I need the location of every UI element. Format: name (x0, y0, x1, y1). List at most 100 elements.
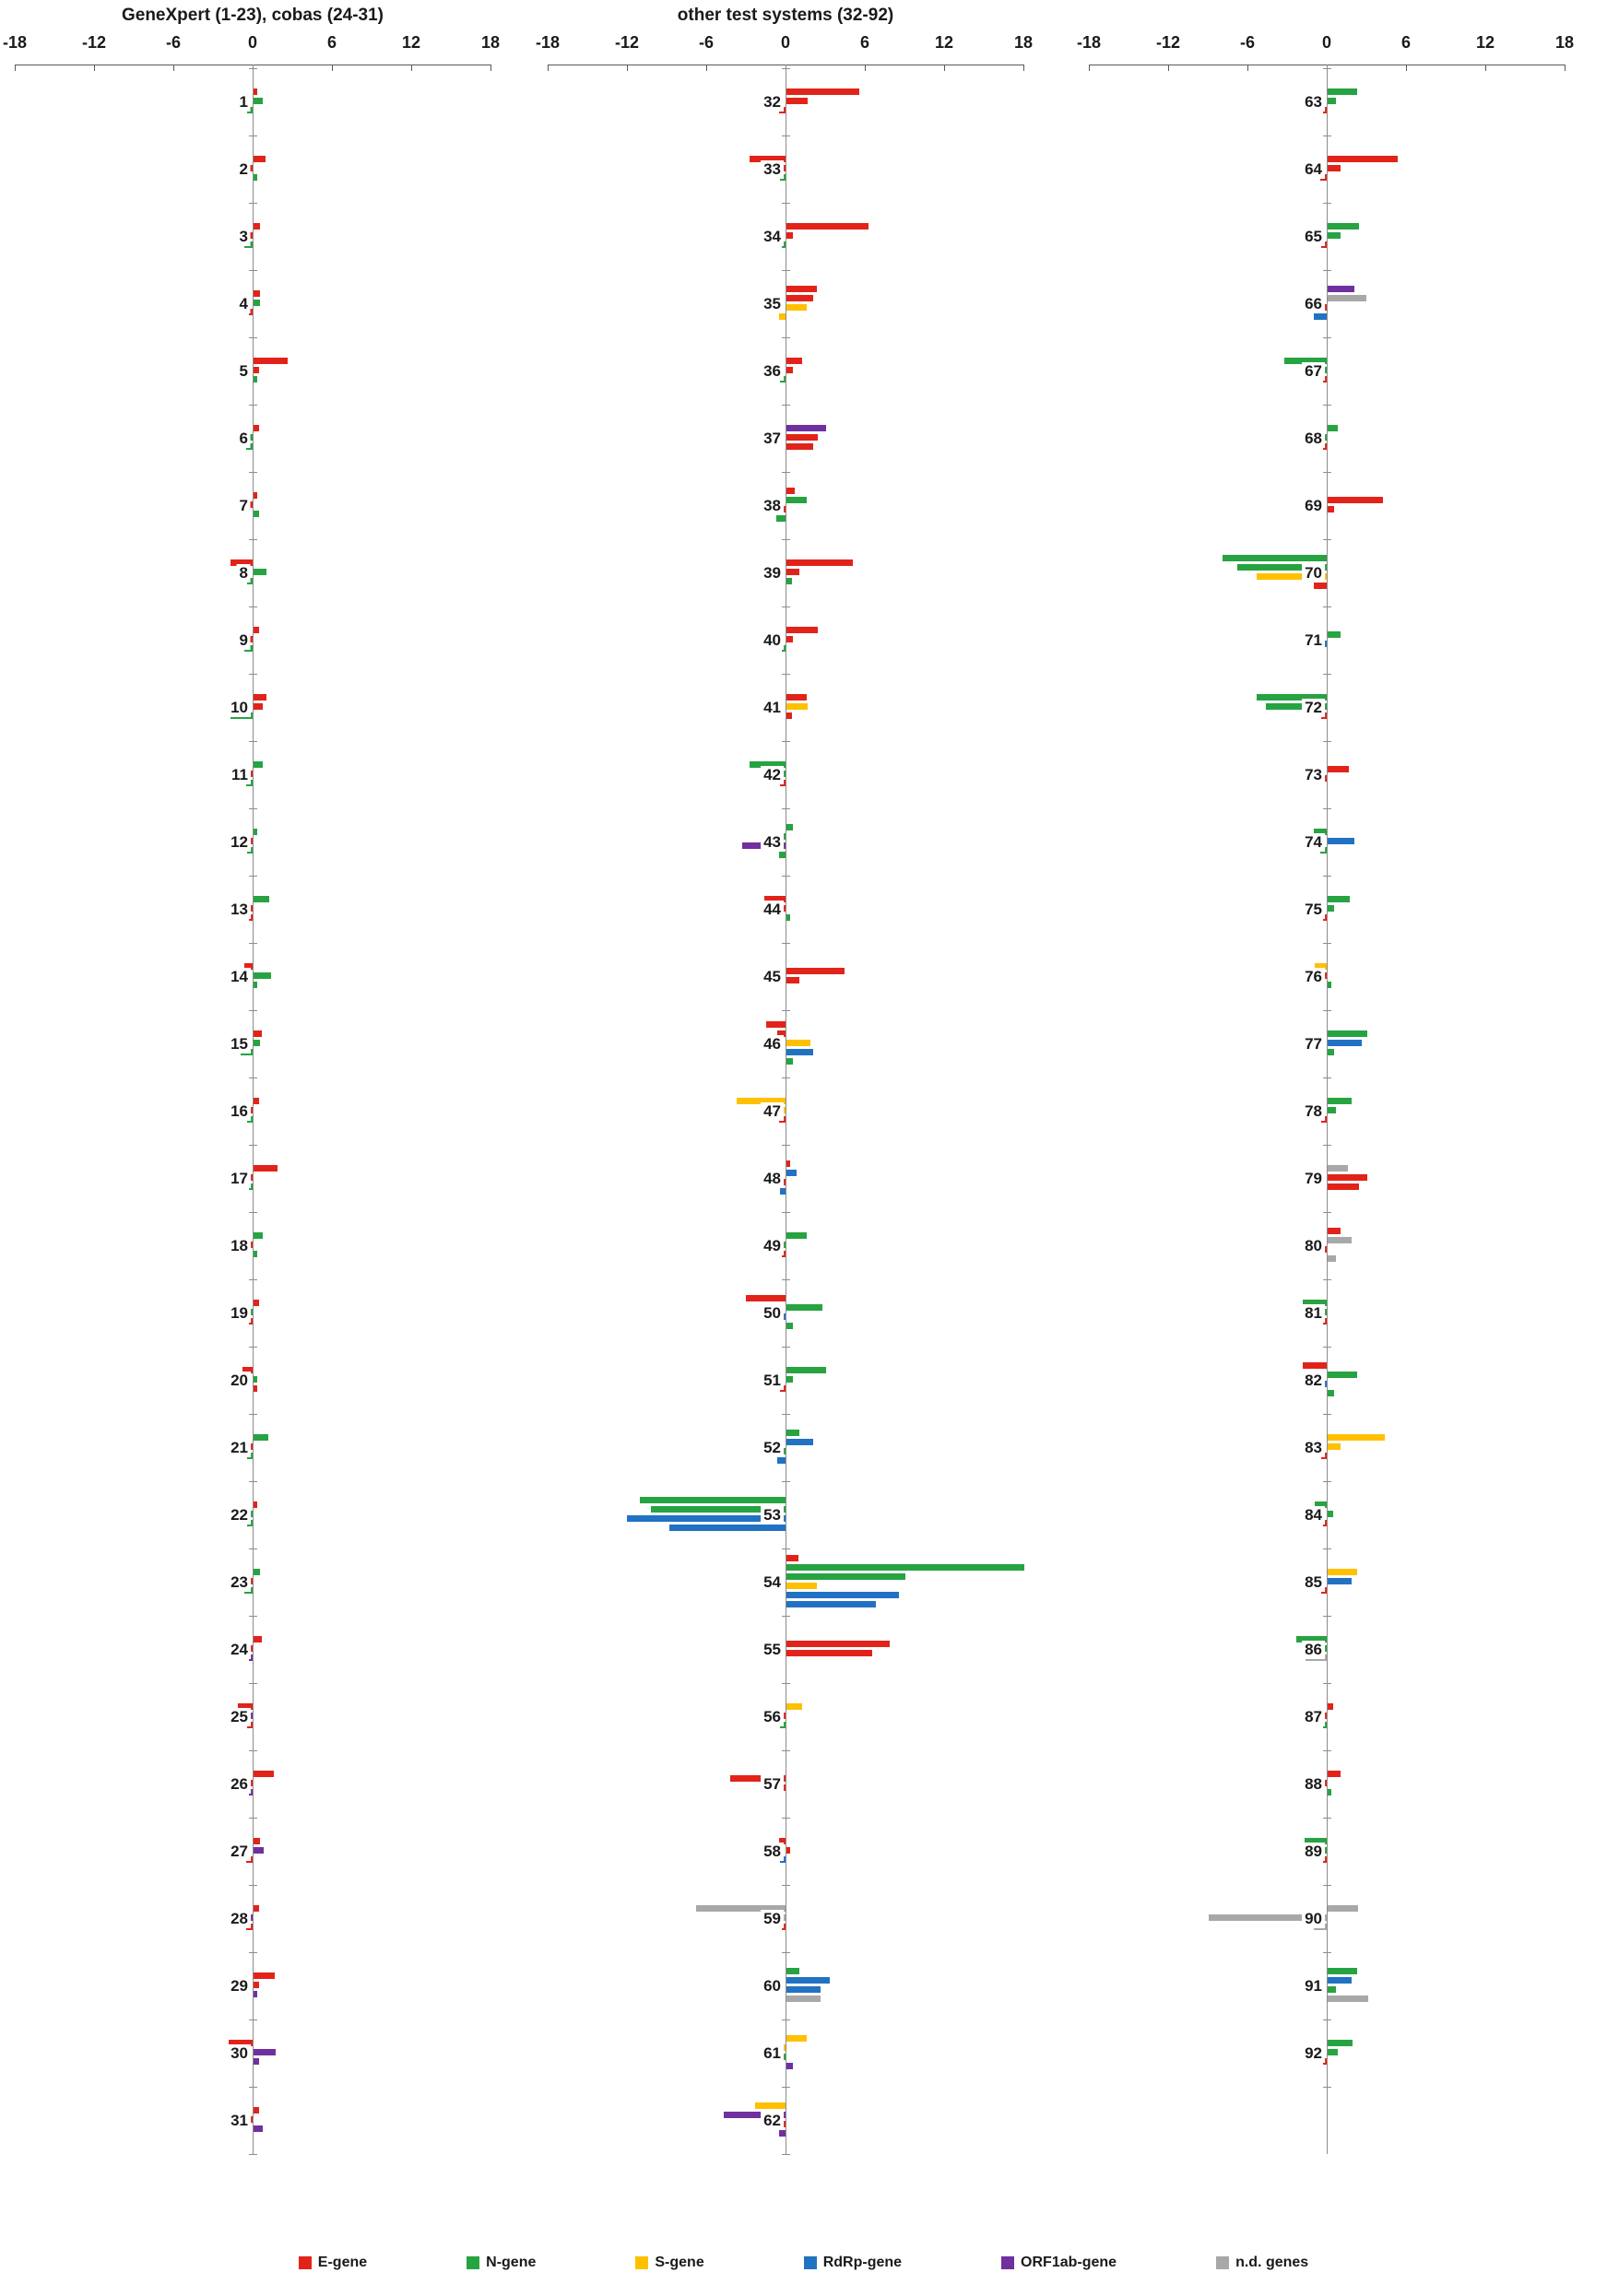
lab-53-bar-R (668, 1524, 786, 1531)
lab-75-label: 75 (1302, 900, 1325, 919)
lab-19-bar-E (254, 1299, 259, 1306)
lab-70-bar-E (1313, 582, 1327, 589)
lab-divider-tick (1323, 68, 1331, 69)
lab-25-bar-E (238, 1702, 253, 1710)
lab-73-label: 73 (1302, 765, 1325, 784)
lab-divider-tick (782, 1212, 790, 1213)
lab-79-bar-X (1328, 1164, 1348, 1172)
x-axis-tick-label: 18 (1013, 33, 1034, 52)
lab-46-label: 46 (761, 1034, 784, 1054)
lab-69-bar-E (1328, 505, 1335, 512)
lab-40-bar-E (786, 626, 819, 633)
lab-20-bar-N (254, 1375, 258, 1383)
lab-70-bar-N (1236, 563, 1327, 571)
lab-77-label: 77 (1302, 1034, 1325, 1054)
lab-21-label: 21 (228, 1438, 251, 1457)
lab-divider-tick (249, 606, 257, 607)
lab-72-label: 72 (1302, 698, 1325, 717)
lab-divider-tick (1323, 606, 1331, 607)
lab-15-bar-N (254, 1039, 261, 1046)
lab-14-bar-E (244, 962, 253, 970)
lab-61-bar-O (786, 2062, 794, 2069)
lab-56-label: 56 (761, 1707, 784, 1726)
lab-divider-tick (249, 1885, 257, 1886)
lab-84-bar-N (1315, 1501, 1327, 1508)
lab-80-label: 80 (1302, 1236, 1325, 1255)
lab-9-label: 9 (236, 630, 251, 650)
lab-48-bar-E (786, 1160, 791, 1167)
lab-divider-tick (1323, 1683, 1331, 1684)
lab-91-bar-N (1328, 1985, 1336, 1993)
lab-1-bar-E (254, 88, 258, 95)
lab-divider-tick (249, 2087, 257, 2088)
lab-24-label: 24 (228, 1640, 251, 1659)
lab-84-bar-N (1328, 1510, 1333, 1517)
lab-82-bar-N (1328, 1389, 1335, 1396)
lab-58-bar-E (786, 1846, 791, 1854)
lab-54-bar-R (786, 1600, 877, 1607)
lab-78-bar-N (1328, 1106, 1336, 1113)
x-axis-tick (944, 65, 945, 71)
lab-76-label: 76 (1302, 967, 1325, 986)
x-axis-tick (627, 65, 628, 71)
lab-85-label: 85 (1302, 1572, 1325, 1592)
lab-88-bar-E (1328, 1770, 1341, 1777)
lab-divider-tick (1323, 1077, 1331, 1078)
lab-77-bar-R (1328, 1039, 1363, 1046)
x-axis-tick (1485, 65, 1486, 71)
lab-divider-tick (249, 1347, 257, 1348)
lab-5-bar-N (254, 375, 258, 383)
lab-82-bar-N (1328, 1371, 1357, 1378)
lab-12-bar-N (254, 828, 258, 835)
lab-divider-tick (1323, 1952, 1331, 1953)
lab-29-bar-E (254, 1981, 259, 1988)
lab-37-label: 37 (761, 429, 784, 448)
lab-42-bar-N (750, 760, 786, 768)
lab-divider-tick (782, 1952, 790, 1953)
lab-5-bar-E (254, 366, 259, 373)
lab-33-label: 33 (761, 159, 784, 179)
lab-divider-tick (782, 405, 790, 406)
lab-18-bar-N (254, 1250, 258, 1257)
lab-10-bar-E (254, 702, 264, 710)
x-axis-tick (1023, 65, 1024, 71)
lab-78-label: 78 (1302, 1101, 1325, 1121)
x-axis-tick (865, 65, 866, 71)
lab-divider-tick (782, 943, 790, 944)
x-axis-tick-label: 6 (1400, 33, 1412, 52)
lab-44-bar-N (786, 913, 791, 921)
lab-32-bar-E (786, 97, 808, 104)
lab-38-bar-E (786, 487, 795, 494)
lab-75-bar-N (1328, 904, 1335, 912)
x-axis-tick (1168, 65, 1169, 71)
lab-64-bar-E (1328, 155, 1398, 162)
lab-26-label: 26 (228, 1774, 251, 1794)
lab-43-bar-N (786, 823, 794, 830)
lab-divider-tick (249, 405, 257, 406)
lab-81-label: 81 (1302, 1303, 1325, 1323)
lab-50-label: 50 (761, 1303, 784, 1323)
lab-divider-tick (249, 203, 257, 204)
legend-label: S-gene (655, 2255, 704, 2270)
lab-39-bar-N (786, 577, 792, 584)
lab-divider-tick (249, 876, 257, 877)
x-axis-tick (1406, 65, 1407, 71)
lab-23-bar-N (254, 1568, 261, 1575)
lab-2-label: 2 (236, 159, 251, 179)
lab-10-bar-E (254, 693, 267, 701)
lab-45-bar-E (786, 967, 845, 974)
lab-70-bar-S (1257, 572, 1327, 580)
lab-55-bar-E (786, 1640, 890, 1647)
lab-75-bar-N (1328, 895, 1351, 902)
lab-67-label: 67 (1302, 361, 1325, 381)
lab-65-bar-N (1328, 231, 1341, 239)
lab-divider-tick (249, 68, 257, 69)
x-axis-tick-label: 0 (247, 33, 258, 52)
lab-76-bar-S (1315, 962, 1327, 970)
lab-divider-tick (1323, 1145, 1331, 1146)
lab-50-bar-N (786, 1322, 794, 1329)
lab-divider-tick (782, 1616, 790, 1617)
lab-divider-tick (782, 135, 790, 136)
lab-4-bar-N (254, 299, 261, 306)
